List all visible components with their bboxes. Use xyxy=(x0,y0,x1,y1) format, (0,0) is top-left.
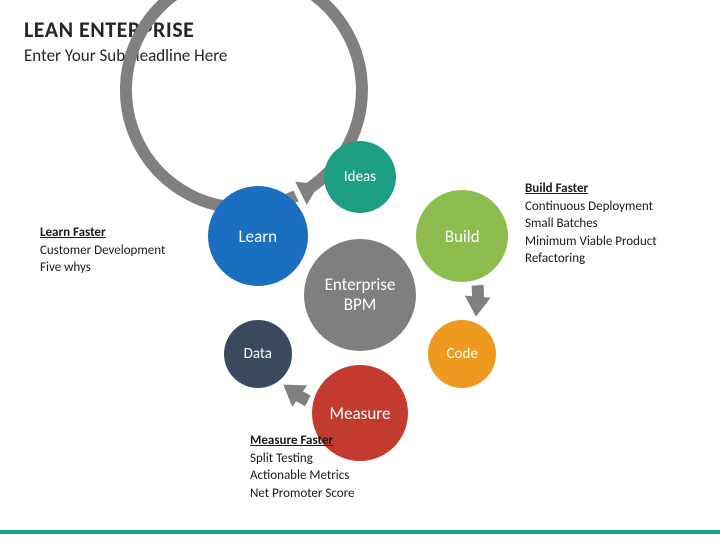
annotation-line: Actionable Metrics xyxy=(250,467,354,485)
arrowhead-build-code xyxy=(465,296,491,317)
node-label: Learn xyxy=(238,226,277,247)
node-data: Data xyxy=(224,320,292,388)
annotation-line: Five whys xyxy=(40,259,165,277)
annotation-line: Small Batches xyxy=(525,215,657,233)
annotation-line: Net Promoter Score xyxy=(250,485,354,503)
annotation-measure-faster: Measure FasterSplit TestingActionable Me… xyxy=(250,432,354,502)
node-learn: Learn xyxy=(208,186,308,286)
node-label: Ideas xyxy=(344,168,376,186)
center-node: EnterpriseBPM xyxy=(304,239,416,351)
node-code: Code xyxy=(428,320,496,388)
arrow-measure-data xyxy=(293,392,308,401)
annotation-line: Minimum Viable Product xyxy=(525,233,657,251)
node-label: Measure xyxy=(330,403,391,424)
annotation-title: Build Faster xyxy=(525,180,657,198)
node-label: Build xyxy=(445,226,480,247)
footer-bar xyxy=(0,530,720,534)
annotation-line: Refactoring xyxy=(525,250,657,268)
arrowhead-learn-ideas xyxy=(295,182,319,205)
node-label: Data xyxy=(244,345,272,363)
node-build: Build xyxy=(416,190,508,282)
node-label: Code xyxy=(447,345,478,363)
cycle-diagram: EnterpriseBPM Ideas Build Code Measure Data Le… xyxy=(0,0,720,540)
node-ideas: Ideas xyxy=(324,141,396,213)
annotation-line: Split Testing xyxy=(250,450,354,468)
annotation-title: Learn Faster xyxy=(40,224,165,242)
annotation-learn-faster: Learn FasterCustomer DevelopmentFive why… xyxy=(40,224,165,277)
annotation-build-faster: Build FasterContinuous DeploymentSmall B… xyxy=(525,180,657,268)
annotation-line: Continuous Deployment xyxy=(525,198,657,216)
annotation-title: Measure Faster xyxy=(250,432,354,450)
annotation-line: Customer Development xyxy=(40,242,165,260)
arrowhead-measure-data xyxy=(283,385,307,407)
